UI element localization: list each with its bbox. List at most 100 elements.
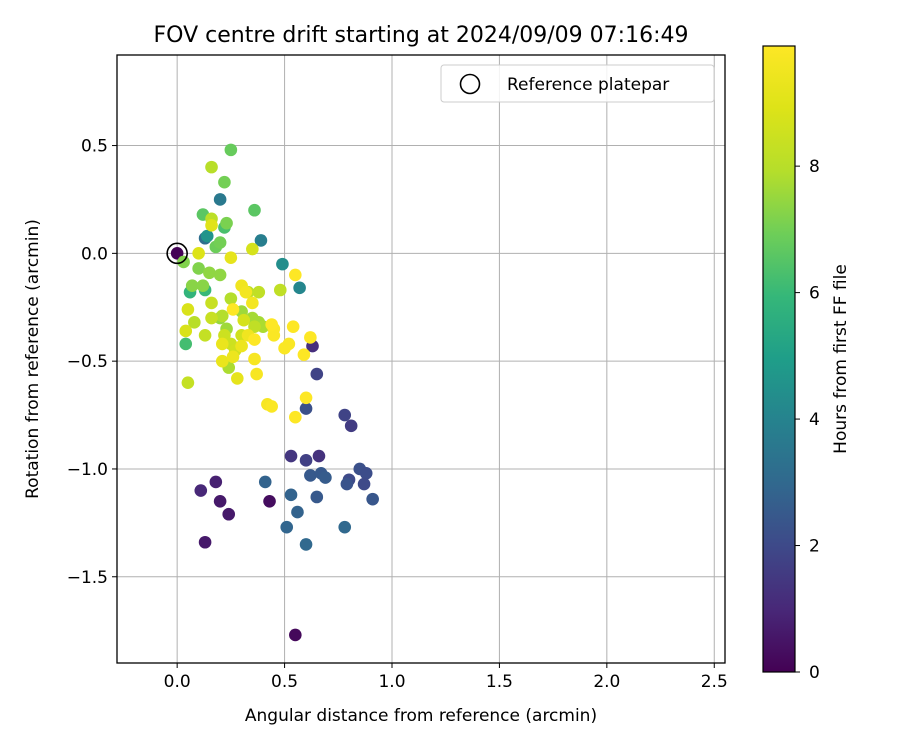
scatter-point: [192, 262, 205, 275]
scatter-point: [194, 484, 208, 497]
scatter-point: [231, 372, 244, 385]
scatter-point: [198, 328, 212, 342]
scatter-point: [304, 469, 317, 482]
scatter-point: [291, 505, 304, 519]
x-axis-label: Angular distance from reference (arcmin): [245, 706, 597, 726]
scatter-point: [246, 242, 259, 256]
y-tick-label: −1.5: [67, 568, 108, 588]
scatter-point: [215, 354, 229, 368]
scatter-point: [338, 408, 352, 422]
scatter-point: [297, 348, 311, 361]
scatter-point: [224, 292, 238, 305]
colorbar-tick-label: 0: [809, 663, 820, 683]
scatter-point: [218, 175, 231, 189]
scatter-point: [248, 203, 261, 217]
scatter-point: [205, 160, 218, 174]
scatter-point: [235, 339, 248, 353]
scatter-point: [366, 492, 379, 506]
reference-marker: [166, 242, 188, 265]
legend-marker-icon: [459, 73, 481, 95]
scatter-point: [179, 337, 193, 351]
scatter-point: [265, 318, 278, 331]
y-tick-label: −0.5: [67, 352, 108, 372]
data-points: [170, 143, 379, 642]
scatter-point: [340, 477, 354, 491]
scatter-point: [273, 283, 287, 297]
scatter-point: [282, 337, 296, 351]
colorbar-ticks: 0 2 4 6 8: [795, 157, 820, 683]
scatter-point: [226, 350, 240, 364]
scatter-point: [338, 520, 352, 534]
scatter-point: [357, 477, 371, 491]
scatter-point: [213, 494, 227, 508]
legend-label: Reference platepar: [507, 75, 669, 95]
scatter-point: [344, 419, 358, 433]
y-axis-label: Rotation from reference (arcmin): [23, 219, 43, 499]
scatter-point: [312, 449, 326, 463]
scatter-point: [185, 279, 199, 292]
scatter-point: [289, 268, 302, 282]
y-ticks: 0.5 0.0 −0.5 −1.0 −1.5: [67, 137, 117, 588]
scatter-point: [192, 247, 205, 260]
scatter-point: [276, 257, 289, 271]
scatter-point: [252, 285, 266, 299]
scatter-point: [304, 331, 317, 344]
scatter-point: [248, 333, 261, 346]
scatter-point: [226, 303, 240, 316]
scatter-point: [213, 236, 227, 249]
scatter-point: [196, 279, 210, 292]
scatter-point: [213, 193, 227, 206]
scatter-point: [289, 410, 302, 424]
x-tick-label: 2.5: [701, 672, 728, 692]
plot-frame: [116, 54, 726, 664]
scatter-point: [170, 247, 184, 260]
colorbar-tick-label: 8: [809, 157, 820, 177]
chart-title: FOV centre drift starting at 2024/09/09 …: [154, 23, 689, 48]
scatter-point: [181, 376, 195, 390]
scatter-point: [188, 316, 201, 329]
grid: [117, 55, 725, 663]
scatter-point: [284, 449, 298, 463]
scatter-point: [239, 285, 253, 299]
scatter-point: [280, 520, 294, 534]
x-tick-label: 1.5: [486, 672, 513, 692]
y-tick-label: 0.5: [81, 137, 108, 157]
scatter-point: [246, 296, 259, 310]
x-tick-label: 0.0: [164, 672, 191, 692]
x-tick-label: 2.0: [593, 672, 620, 692]
scatter-point: [310, 490, 324, 504]
scatter-point: [258, 475, 272, 489]
scatter-point: [205, 296, 218, 310]
colorbar-tick-label: 2: [809, 537, 820, 557]
scatter-point: [284, 488, 298, 502]
scatter-point: [203, 266, 216, 280]
scatter-point: [359, 466, 373, 480]
x-tick-label: 1.0: [378, 672, 405, 692]
scatter-point: [299, 391, 313, 405]
reference-layer: [166, 242, 188, 265]
scatter-point: [224, 251, 238, 264]
scatter-point: [263, 494, 276, 508]
scatter-point: [248, 320, 261, 333]
scatter-point: [289, 628, 302, 642]
scatter-point: [293, 281, 306, 295]
scatter-point: [299, 402, 313, 415]
scatter-point: [215, 309, 229, 323]
scatter-point: [209, 475, 223, 489]
scatter-point: [179, 324, 193, 338]
scatter-point: [319, 471, 332, 484]
scatter-point: [286, 320, 300, 333]
legend-box: [440, 64, 715, 103]
scatter-point: [254, 234, 268, 247]
scatter-point: [181, 303, 195, 316]
scatter-point: [213, 268, 227, 282]
scatter-point: [299, 454, 313, 467]
colorbar-tick-label: 4: [809, 410, 820, 430]
scatter-point: [205, 219, 218, 232]
scatter-point: [198, 535, 212, 549]
scatter-point: [299, 538, 313, 551]
y-tick-label: 0.0: [81, 244, 108, 264]
scatter-point: [215, 337, 229, 351]
legend: Reference platepar: [440, 64, 715, 103]
